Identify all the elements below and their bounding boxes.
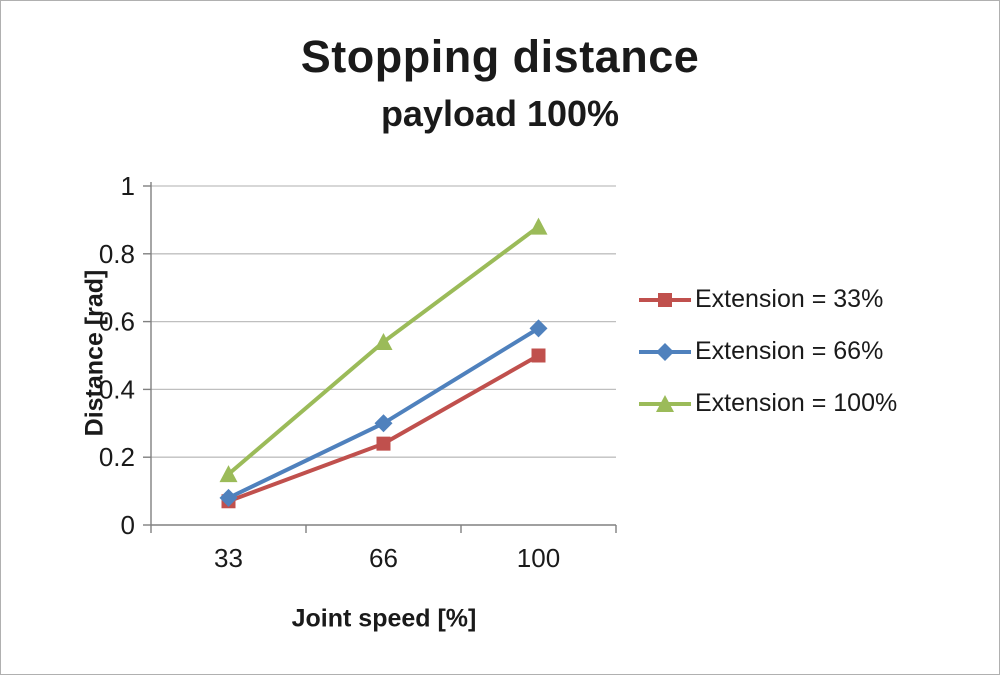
legend-label: Extension = 100% [695,389,898,417]
y-tick-label: 0.8 [99,239,135,269]
x-tick-label: 33 [214,543,243,573]
triangle-marker [374,332,393,350]
diamond-marker [219,488,238,507]
legend-swatch [639,292,691,307]
series-line [226,326,541,500]
legend-swatch [639,394,691,412]
diamond-marker [656,342,674,361]
legend-item: Extension = 66% [639,337,897,366]
y-tick-label: 0.2 [99,442,135,472]
x-axis-label: Joint speed [%] [291,604,477,633]
legend-swatch [639,342,691,361]
legend: Extension = 33% Extension = 66% Extension … [639,285,897,418]
x-tick-label: 66 [369,543,398,573]
chart-title: Stopping distance [300,31,700,82]
y-tick-label: 0.6 [99,307,135,337]
square-marker [658,292,672,307]
legend-label: Extension = 33% [695,285,884,313]
x-tick-label: 100 [517,543,560,573]
triangle-marker [529,217,548,235]
legend-item: Extension = 33% [639,285,897,314]
legend-label: Extension = 66% [695,337,884,365]
diamond-marker [374,414,393,433]
y-tick-label: 1 [121,171,135,201]
square-marker [531,348,546,363]
chart-subtitle: payload 100% [380,93,620,134]
square-marker [376,436,391,451]
triangle-marker [656,394,674,412]
legend-item: Extension = 100% [639,389,897,418]
diamond-marker [529,319,548,338]
y-tick-label: 0 [121,510,135,540]
triangle-marker [219,465,238,483]
y-tick-label: 0.4 [99,374,135,404]
